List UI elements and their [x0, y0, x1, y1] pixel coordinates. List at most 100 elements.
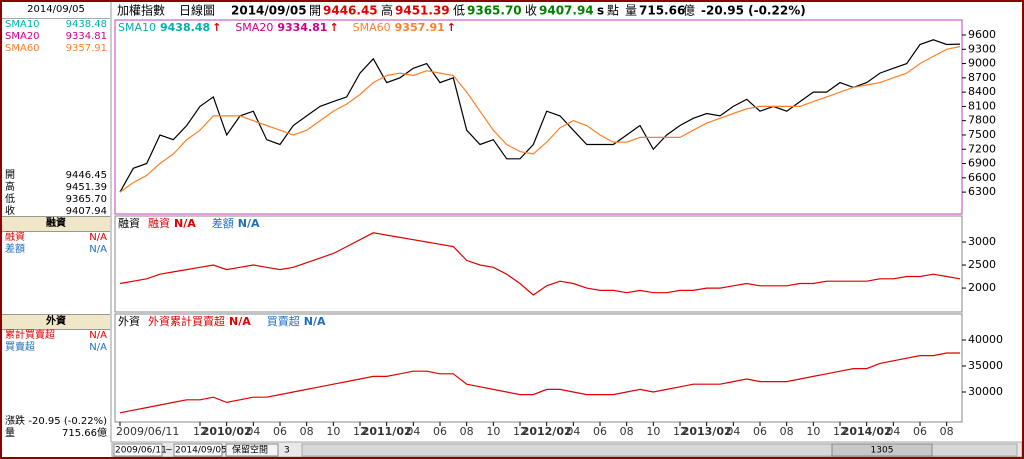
bottom-text: 保留空間 [232, 444, 268, 456]
x-tick-label: 04 [886, 425, 900, 438]
y-tick-label: 7200 [968, 142, 996, 155]
section-box: 外資 累計買賣超 N/A 買賣超 N/A [2, 314, 110, 354]
y-tick-label: 8700 [968, 71, 996, 84]
x-tick-label: 12 [673, 425, 687, 438]
info-value: N/A [89, 342, 107, 353]
info-label: SMA60 [5, 43, 40, 54]
y-tick-label: 35000 [968, 359, 1003, 372]
y-tick-label: 8400 [968, 85, 996, 98]
panel-frame [114, 313, 963, 423]
header-text: 日線圖 [179, 3, 215, 18]
info-label: 低 [5, 194, 15, 205]
legend-label: 買賣超 [267, 314, 300, 328]
header-text: 低 [453, 4, 465, 18]
info-label: SMA10 [5, 19, 40, 30]
info-value: 9334.81 [65, 31, 107, 42]
x-tick-label: 06 [593, 425, 607, 438]
info-row: 累計買賣超 N/A [2, 330, 110, 342]
header-text: 9365.70 [467, 4, 522, 18]
panel-label: 融資 [118, 217, 140, 230]
legend-value: 9438.48 [160, 21, 210, 34]
legend-label: 外資累計買賣超 [148, 314, 225, 328]
info-row: 量 715.66億 [2, 428, 110, 440]
scroll-thumb[interactable] [831, 443, 933, 457]
info-label: 開 [5, 170, 15, 181]
series-line [119, 232, 961, 296]
info-label: 量 [5, 428, 15, 439]
x-tick-label: 08 [460, 425, 474, 438]
x-tick-label: 10 [806, 425, 820, 438]
section-title: 外資 [2, 314, 110, 330]
x-tick-label: 06 [273, 425, 287, 438]
info-value: N/A [89, 232, 107, 243]
info-row: 融資 N/A [2, 232, 110, 244]
y-tick-label: 6600 [968, 171, 996, 184]
header-text: 收 [525, 4, 537, 18]
button[interactable] [225, 443, 279, 457]
info-value: N/A [89, 330, 107, 341]
x-tick-label: 2010/02 [202, 425, 252, 438]
y-tick-label: 9300 [968, 42, 996, 55]
y-tick-label: 3000 [968, 235, 996, 248]
legend-label: SMA60 [353, 21, 391, 34]
panel-frame [114, 215, 963, 313]
header-text: s [597, 4, 604, 18]
x-tick-label: 10 [646, 425, 660, 438]
section-title: 融資 [2, 216, 110, 232]
legend-arrow: ↑ [212, 21, 221, 34]
header-text: 加權指數 [117, 3, 165, 18]
x-tick-label: 2009/06/11 [116, 425, 179, 438]
series-line [119, 45, 961, 193]
x-tick-label: 04 [246, 425, 260, 438]
x-tick-label: 10 [486, 425, 500, 438]
info-row: SMA60 9357.91 [2, 43, 110, 55]
legend-label: SMA10 [118, 21, 156, 34]
legend-label: 差額 [212, 216, 234, 230]
info-label: SMA20 [5, 31, 40, 42]
x-tick-label: 08 [780, 425, 794, 438]
y-tick-label: 40000 [968, 333, 1003, 346]
x-tick-label: 06 [433, 425, 447, 438]
x-tick-label: 2012/02 [522, 425, 572, 438]
y-tick-label: 2500 [968, 258, 996, 271]
info-row: 買賣超 N/A [2, 342, 110, 354]
legend-value: N/A [238, 217, 260, 230]
info-row: 高 9451.39 [2, 182, 110, 194]
x-tick-label: 2013/02 [682, 425, 732, 438]
x-tick-label: 12 [833, 425, 847, 438]
header-text: 開 [309, 4, 321, 18]
info-row: 低 9365.70 [2, 194, 110, 206]
header-text: 9446.45 [323, 4, 378, 18]
bottom-text: ~ [165, 446, 173, 456]
ohlc-box: 開 9446.45 高 9451.39 低 9365.70 收 9407.94 [2, 170, 110, 218]
x-tick-label: 10 [326, 425, 340, 438]
legend-value: N/A [174, 217, 196, 230]
series-line [119, 39, 961, 193]
header-text: 9451.39 [395, 4, 450, 18]
x-tick-label: 08 [620, 425, 634, 438]
info-label: 累計買賣超 [5, 330, 55, 341]
info-value: N/A [89, 244, 107, 255]
date-from-box[interactable] [113, 443, 163, 457]
header-text: 715.66 [639, 4, 685, 18]
info-row: 收 9407.94 [2, 206, 110, 218]
legend-label: 融資 [148, 217, 170, 230]
x-tick-label: 12 [193, 425, 207, 438]
x-tick-label: 04 [726, 425, 740, 438]
header-text: -20.95 (-0.22%) [701, 4, 806, 18]
x-tick-label: 08 [940, 425, 954, 438]
date-to-box[interactable] [173, 443, 223, 457]
bottom-text: 2014/09/05 [175, 446, 227, 456]
info-value: -20.95 (-0.22%) [28, 416, 107, 427]
info-row: SMA10 9438.48 [2, 19, 110, 31]
left-date: 2014/09/05 [2, 2, 110, 19]
info-row: SMA20 9334.81 [2, 31, 110, 43]
y-tick-label: 2000 [968, 281, 996, 294]
bottom-text: 3 [284, 446, 290, 456]
info-label: 融資 [5, 232, 25, 243]
info-row: 漲跌 -20.95 (-0.22%) [2, 416, 110, 428]
header-text: 9407.94 [539, 4, 594, 18]
info-row: 差額 N/A [2, 244, 110, 256]
